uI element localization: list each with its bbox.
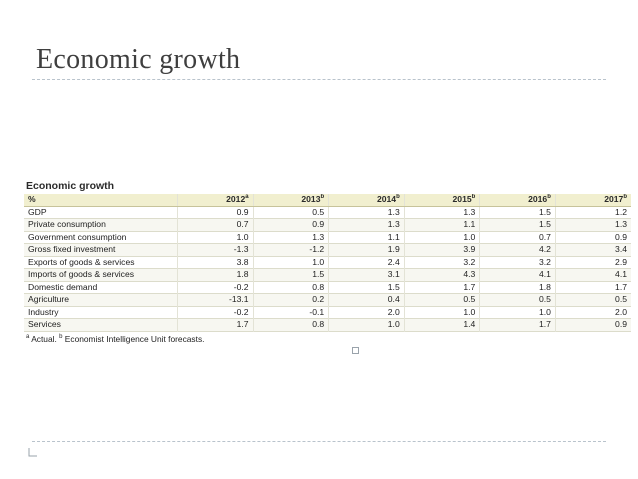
table-cell: 2.9 [554, 256, 631, 269]
footer-divider [32, 441, 606, 442]
table-cell: 0.9 [554, 318, 631, 331]
table-cell: 3.2 [403, 256, 480, 269]
table-cell: 1.0 [177, 231, 254, 244]
table-cell: 1.2 [554, 206, 631, 219]
table-cell: 1.3 [328, 206, 405, 219]
table-cell: 1.7 [403, 281, 480, 294]
table-cell: 4.3 [403, 268, 480, 281]
table-row: Industry -0.2 -0.1 2.0 1.0 1.0 2.0 [24, 306, 631, 319]
table-cell: 2.0 [554, 306, 631, 319]
row-label: Imports of goods & services [24, 268, 178, 281]
column-header: 2016b [479, 194, 556, 207]
row-label: Private consumption [24, 218, 178, 231]
table-row: Exports of goods & services 3.8 1.0 2.4 3.2 3… [24, 256, 631, 269]
table-cell: 1.7 [554, 281, 631, 294]
slide-title: Economic growth [36, 44, 241, 75]
table-cell: 1.3 [554, 218, 631, 231]
column-header: 2017b [554, 194, 631, 207]
table-cell: -0.2 [177, 281, 254, 294]
column-header: 2012a [177, 194, 254, 207]
table-cell: 1.4 [403, 318, 480, 331]
table-cell: 0.5 [554, 293, 631, 306]
row-label: Industry [28, 306, 59, 317]
table-cell: 1.3 [328, 218, 405, 231]
table-cell: 0.4 [328, 293, 405, 306]
table-cell: 2.0 [328, 306, 405, 319]
table-cell: 0.8 [252, 318, 329, 331]
table-cell: -1.3 [177, 243, 254, 256]
table-cell: -0.2 [177, 306, 254, 319]
row-label: Domestic demand [28, 281, 98, 292]
table-cell: 1.0 [252, 256, 329, 269]
table-cell: 1.5 [479, 206, 556, 219]
table-row: Domestic demand -0.2 0.8 1.5 1.7 1.8 1.7 [24, 281, 631, 294]
column-header: 2014b [328, 194, 405, 207]
row-label: Exports of goods & services [28, 256, 135, 267]
table-cell: 4.1 [554, 268, 631, 281]
table-title: Economic growth [26, 180, 115, 192]
row-label: Government consumption [28, 231, 127, 242]
table-cell: 4.1 [479, 268, 556, 281]
table-cell: 1.5 [479, 218, 556, 231]
table-cell: 0.8 [252, 281, 329, 294]
table-row: Services 1.7 0.8 1.0 1.4 1.7 0.9 [24, 318, 631, 331]
column-header: 2013b [252, 194, 329, 207]
table-cell: 1.5 [252, 268, 329, 281]
table-cell: 1.1 [403, 218, 480, 231]
table-row: Government consumption 1.0 1.3 1.1 1.0 0.7 0.9 [24, 231, 631, 244]
table-header-row: % 2012a 2013b 2014b 2015b 2016b 2017b [24, 194, 631, 207]
table-row: Imports of goods & services 1.8 1.5 3.1 4.3 4… [24, 268, 631, 281]
table-cell: 0.5 [252, 206, 329, 219]
table-cell: 1.0 [403, 306, 480, 319]
economic-growth-table: % 2012a 2013b 2014b 2015b 2016b 2017b GD… [24, 194, 631, 332]
unit-header: % [24, 194, 178, 207]
corner-bracket-icon [28, 448, 37, 457]
economic-growth-table-panel: Economic growth % 2012a 2013b 2014b 2015… [24, 180, 631, 344]
table-cell: -1.2 [252, 243, 329, 256]
table-cell: 0.2 [252, 293, 329, 306]
table-cell: 1.0 [403, 231, 480, 244]
table-row: GDP 0.9 0.5 1.3 1.3 1.5 1.2 [24, 206, 631, 219]
table-cell: -0.1 [252, 306, 329, 319]
small-square-icon [352, 347, 359, 354]
table-row: Private consumption 0.7 0.9 1.3 1.1 1.5 1.3 [24, 218, 631, 231]
table-cell: 1.1 [328, 231, 405, 244]
table-cell: 3.4 [554, 243, 631, 256]
row-label: Services [24, 318, 178, 331]
table-row: Gross fixed investment -1.3 -1.2 1.9 3.9 4.2 3… [24, 243, 631, 256]
table-cell: 3.8 [177, 256, 254, 269]
table-cell: 1.3 [252, 231, 329, 244]
table-cell: 1.0 [328, 318, 405, 331]
table-cell: 0.9 [252, 218, 329, 231]
table-cell: 4.2 [479, 243, 556, 256]
table-cell: 0.7 [177, 218, 254, 231]
table-cell: 1.7 [177, 318, 254, 331]
column-header: 2015b [403, 194, 480, 207]
table-cell: 1.3 [403, 206, 480, 219]
table-cell: 2.4 [328, 256, 405, 269]
table-cell: 3.2 [479, 256, 556, 269]
table-cell: 1.5 [328, 281, 405, 294]
table-cell: -13.1 [177, 293, 254, 306]
table-cell: 0.7 [479, 231, 556, 244]
table-cell: 3.1 [328, 268, 405, 281]
table-cell: 0.5 [479, 293, 556, 306]
table-row: Agriculture -13.1 0.2 0.4 0.5 0.5 0.5 [24, 293, 631, 306]
row-label: Agriculture [24, 293, 178, 306]
table-cell: 1.0 [479, 306, 556, 319]
table-cell: 1.8 [479, 281, 556, 294]
table-cell: 1.8 [177, 268, 254, 281]
table-cell: 0.9 [554, 231, 631, 244]
table-footnote: a Actual. b Economist Intelligence Unit … [26, 333, 205, 344]
row-label: Gross fixed investment [24, 243, 178, 256]
title-divider [32, 79, 606, 80]
table-body: GDP 0.9 0.5 1.3 1.3 1.5 1.2 Private consumption… [24, 206, 631, 331]
table-cell: 0.9 [177, 206, 254, 219]
row-label: GDP [28, 206, 47, 217]
table-cell: 3.9 [403, 243, 480, 256]
table-cell: 1.9 [328, 243, 405, 256]
table-cell: 1.7 [479, 318, 556, 331]
table-cell: 0.5 [403, 293, 480, 306]
